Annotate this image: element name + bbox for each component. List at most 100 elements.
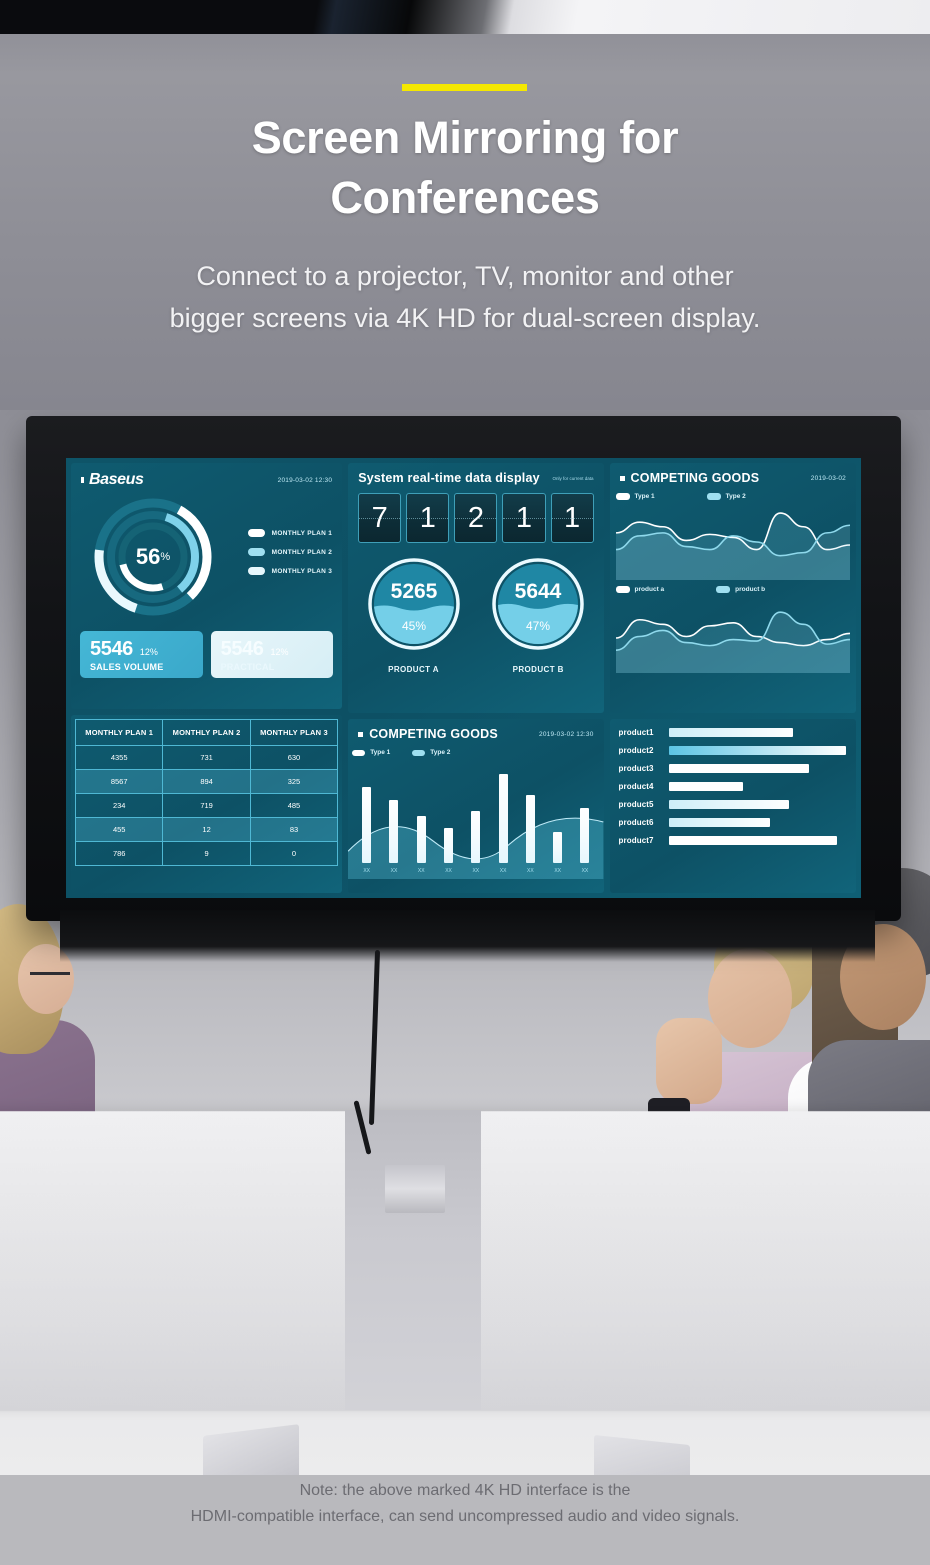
area-chart-top-svg [615, 512, 851, 580]
bar-label-1: XX [362, 868, 371, 874]
kpi-value: 5546 [90, 638, 133, 660]
legend-swatch [247, 529, 265, 537]
legend-item-2[interactable]: MONTHLY PLAN 2 [247, 548, 333, 556]
line-legend-top-swatch [706, 493, 721, 500]
area-chart-top-area-0 [615, 513, 850, 580]
panel-overview: Baseus 2019-03-02 12:30 56% MONTHLY PLAN 1 M… [71, 463, 343, 709]
legend-item-1[interactable]: MONTHLY PLAN 1 [247, 529, 333, 537]
product-row-2[interactable]: product2 [619, 746, 846, 755]
donut-unit: % [160, 551, 171, 563]
table-row[interactable]: 234 719 485 [74, 793, 339, 818]
bar [471, 810, 481, 863]
table-cable-tray [385, 1165, 445, 1213]
water-gauge-circle: 5265 45% [367, 558, 460, 650]
person-blond-face [708, 948, 792, 1048]
legend-item-3[interactable]: MONTHLY PLAN 3 [247, 567, 333, 575]
product-row-7[interactable]: product7 [619, 836, 846, 845]
product-label: product1 [618, 728, 654, 737]
area-chart-top-line-0 [615, 512, 851, 551]
digit-cell-1: 7 [358, 493, 402, 543]
product-row-3[interactable]: product3 [619, 764, 846, 773]
digit-cell-3: 2 [454, 493, 498, 543]
bar-column-7[interactable] [525, 758, 535, 863]
person-blond-hand [656, 1018, 722, 1104]
donut-ring-1 [94, 498, 212, 616]
bar-column-2[interactable] [389, 758, 399, 863]
bar [498, 773, 508, 863]
svg-text:47%: 47% [526, 619, 550, 633]
line-legend-bottom-item-2[interactable]: product b [716, 586, 765, 593]
water-gauge-1[interactable]: 5265 45% PRODUCT A [356, 554, 471, 674]
line-legend-bottom-label: product b [735, 586, 766, 593]
table-row[interactable]: 8567 894 325 [74, 769, 339, 794]
donut-value: 56 [135, 544, 161, 569]
kpi-row: 5546 12% SALES VOLUME 5546 12% PRACTICAL [71, 631, 342, 687]
product-row-6[interactable]: product6 [619, 818, 846, 827]
line-legend-top-item-2[interactable]: Type 2 [706, 493, 746, 500]
table-row[interactable]: 786 9 0 [74, 841, 339, 866]
product-label: product2 [618, 746, 654, 755]
table-cell: 234 [74, 793, 164, 818]
bar-legend-item-2[interactable]: Type 2 [412, 749, 450, 756]
panel-bar-chart: COMPETING GOODS 2019-03-02 12:30 Type 1 Typ… [348, 719, 604, 893]
line-legend-bottom-label: product a [634, 586, 665, 593]
table-row[interactable]: 4355 731 630 [74, 745, 339, 770]
realtime-header: System real-time data display Only for cu… [348, 463, 603, 487]
digit-cell-5: 1 [550, 493, 594, 543]
bar [580, 808, 590, 863]
monthly-plan-table: MONTHLY PLAN 1 MONTHLY PLAN 2 MONTHLY PLAN… [74, 719, 339, 866]
bar-legend-swatch [412, 749, 426, 756]
table-column-header: MONTHLY PLAN 2 [162, 719, 251, 746]
product-bar [668, 746, 846, 755]
product-row-4[interactable]: product4 [619, 782, 846, 791]
bar-column-8[interactable] [553, 758, 563, 863]
svg-text:5265: 5265 [390, 580, 437, 603]
line-legend-top-item-1[interactable]: Type 1 [615, 493, 655, 500]
table-cell: 894 [162, 769, 251, 794]
kpi-percent: 12% [270, 647, 289, 657]
page-subtitle: Connect to a projector, TV, monitor and … [0, 255, 930, 339]
product-label: product6 [618, 818, 654, 827]
bar-label-8: XX [553, 868, 562, 874]
bar-column-1[interactable] [362, 758, 372, 863]
bullet-icon [358, 731, 364, 737]
svg-text:5644: 5644 [515, 580, 562, 603]
product-row-5[interactable]: product5 [619, 800, 846, 809]
dashboard-column-middle: System real-time data display Only for cu… [348, 463, 604, 893]
bar-legend-item-1[interactable]: Type 1 [352, 749, 390, 756]
bar-chart-timestamp: 2019-03-02 12:30 [539, 730, 594, 738]
line-legend-bottom-swatch [615, 586, 630, 593]
bar-chart-legend: Type 1 Type 2 [348, 743, 603, 758]
product-bar [668, 728, 793, 737]
line-legend-bottom-item-1[interactable]: product a [615, 586, 665, 593]
panel-overview-header: Baseus 2019-03-02 12:30 [71, 463, 342, 491]
legend-label: MONTHLY PLAN 1 [271, 529, 333, 537]
line-chart-header: COMPETING GOODS 2019-03-02 [610, 463, 856, 487]
bar-column-5[interactable] [471, 758, 481, 863]
bar-column-6[interactable] [498, 758, 508, 863]
line-legend-top: Type 1 Type 2 [610, 487, 856, 502]
line-legend-bottom: product a product b [610, 580, 856, 595]
table-row[interactable]: 455 12 83 [74, 817, 339, 842]
bar-column-4[interactable] [444, 758, 454, 863]
water-gauge-row: 5265 45% PRODUCT A 5644 47% PRODUCT B [348, 552, 603, 682]
legend-label: MONTHLY PLAN 3 [271, 567, 333, 575]
kpi-top: 5546 12% [90, 638, 195, 661]
bar-column-9[interactable] [580, 758, 590, 863]
donut-ring-4 [107, 511, 199, 603]
kpi-card-2[interactable]: 5546 12% PRACTICAL [210, 631, 334, 678]
bar-column-3[interactable] [416, 758, 426, 863]
kpi-card-1[interactable]: 5546 12% SALES VOLUME [80, 631, 203, 678]
kpi-label: SALES VOLUME [90, 662, 164, 672]
accent-bar [402, 84, 527, 91]
water-gauge-2[interactable]: 5644 47% PRODUCT B [481, 554, 596, 674]
product-row-1[interactable]: product1 [619, 728, 846, 737]
donut-chart [94, 498, 212, 616]
bar-chart-background-wave [348, 817, 604, 879]
bullet-icon [619, 475, 625, 481]
title-line-1: Screen Mirroring for [251, 112, 679, 163]
donut-chart-wrap: 56% MONTHLY PLAN 1 MONTHLY PLAN 2 MONTHLY P… [71, 491, 342, 631]
kpi-label: PRACTICAL [220, 662, 275, 672]
